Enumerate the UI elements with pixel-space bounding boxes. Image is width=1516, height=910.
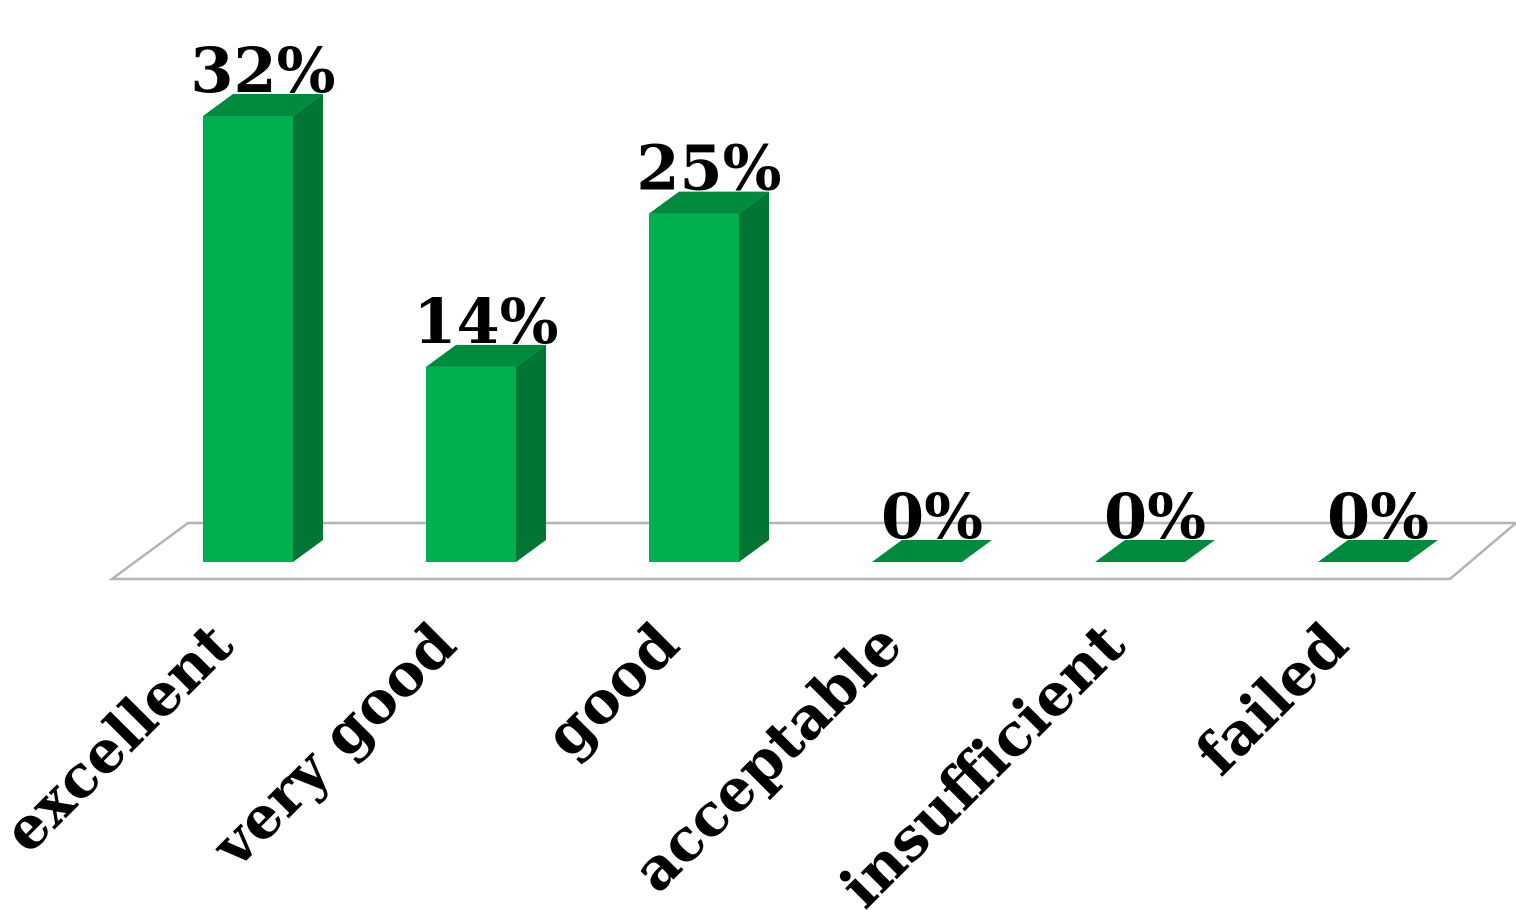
bar-front xyxy=(203,116,293,562)
bar xyxy=(1095,540,1215,562)
bar-side xyxy=(516,344,546,562)
bar-side xyxy=(739,191,769,562)
bar-top xyxy=(649,191,769,214)
bar-front xyxy=(426,366,516,562)
x-tick-label: failed xyxy=(1183,610,1361,788)
bar xyxy=(649,191,769,562)
data-label: 0% xyxy=(1327,480,1429,553)
data-label: 14% xyxy=(413,285,558,358)
bar xyxy=(203,94,323,562)
data-labels-group: 32% 14% 25% 0% 0% 0% xyxy=(190,34,1429,553)
data-label: 25% xyxy=(636,132,781,205)
bar-top xyxy=(1318,540,1438,562)
bar-top xyxy=(1095,540,1215,562)
data-label: 0% xyxy=(1104,480,1206,553)
x-tick-label: good xyxy=(532,610,692,770)
bar-top xyxy=(872,540,992,562)
data-label: 32% xyxy=(190,34,335,107)
bar xyxy=(1318,540,1438,562)
bars-group xyxy=(203,94,1438,562)
bar-side xyxy=(293,94,323,562)
bar-top xyxy=(203,94,323,116)
bar-front xyxy=(649,213,739,562)
bar xyxy=(872,540,992,562)
bar xyxy=(426,344,546,562)
bar-top xyxy=(426,344,546,367)
data-label: 0% xyxy=(881,480,983,553)
